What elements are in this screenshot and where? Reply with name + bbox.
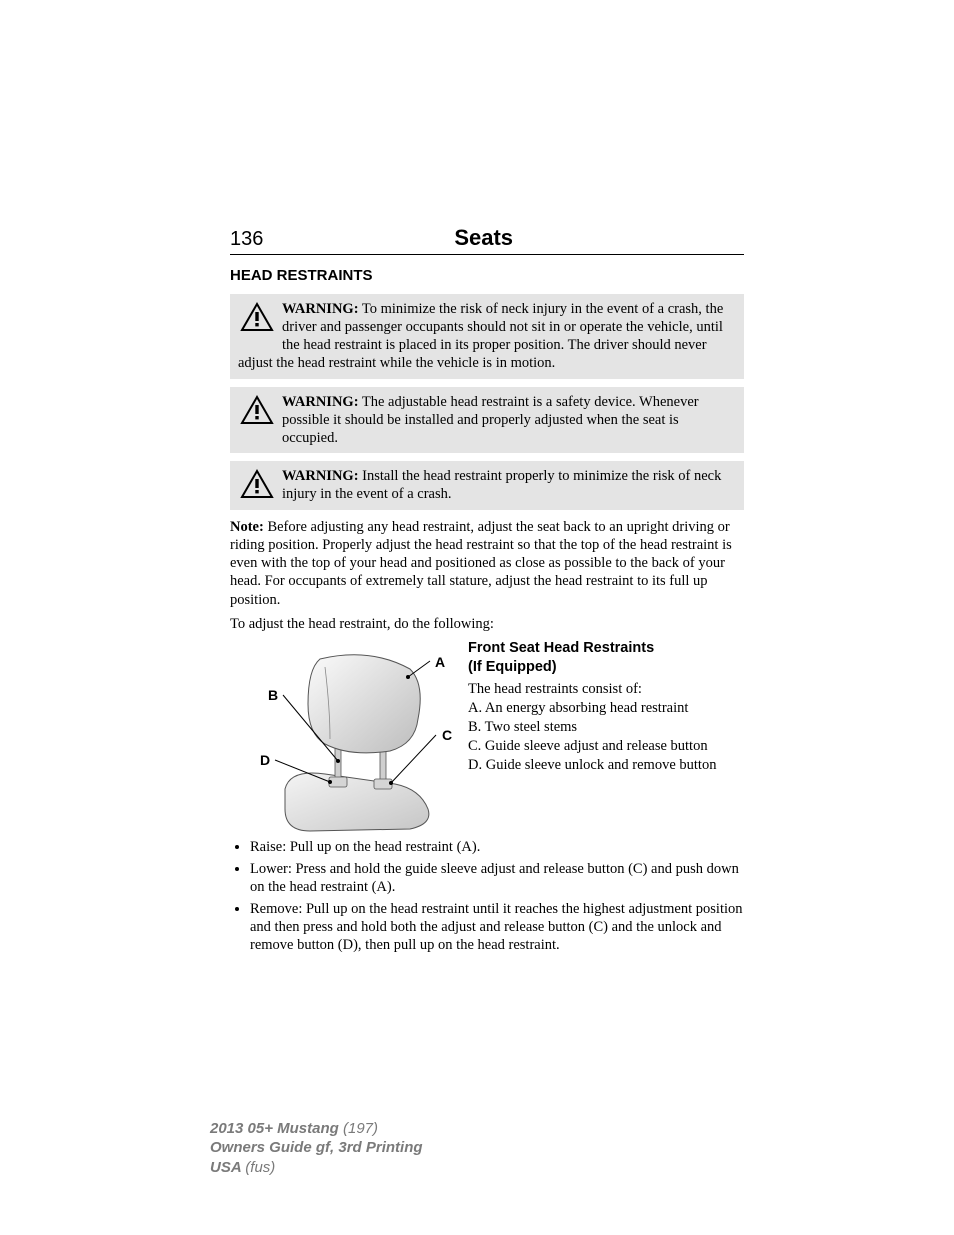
- warning-label: WARNING:: [282, 468, 359, 484]
- warning-box: WARNING: Install the head restraint prop…: [230, 461, 744, 510]
- chapter-title: Seats: [223, 225, 744, 251]
- manual-page: 136 Seats HEAD RESTRAINTS WARNING: To mi…: [0, 0, 954, 1235]
- page-footer: 2013 05+ Mustang (197) Owners Guide gf, …: [210, 1119, 423, 1178]
- note-text: Before adjusting any head restraint, adj…: [230, 519, 732, 608]
- warning-box: WARNING: The adjustable head restraint i…: [230, 387, 744, 453]
- diagram-label-a: A: [435, 654, 445, 670]
- instruction-list: Raise: Pull up on the head restraint (A)…: [230, 838, 744, 955]
- list-item: Raise: Pull up on the head restraint (A)…: [250, 838, 744, 856]
- diagram-label-c: C: [442, 727, 452, 743]
- footer-code: (197): [343, 1120, 378, 1137]
- headrest-svg: [230, 639, 460, 834]
- list-item: Lower: Press and hold the guide sleeve a…: [250, 860, 744, 896]
- warning-box: WARNING: To minimize the risk of neck in…: [230, 294, 744, 379]
- note-label: Note:: [230, 519, 264, 535]
- parts-item: A. An energy absorbing head restraint: [468, 699, 744, 718]
- diagram-description: Front Seat Head Restraints (If Equipped)…: [460, 639, 744, 775]
- sub-heading: Front Seat Head Restraints (If Equipped): [468, 639, 744, 677]
- warning-triangle-icon: [240, 395, 274, 430]
- footer-line: Owners Guide gf, 3rd Printing: [210, 1138, 423, 1158]
- parts-intro: The head restraints consist of:: [468, 680, 744, 699]
- parts-item: C. Guide sleeve adjust and release butto…: [468, 737, 744, 756]
- note-paragraph: Note: Before adjusting any head restrain…: [230, 518, 744, 609]
- warning-triangle-icon: [240, 302, 274, 337]
- parts-item: D. Guide sleeve unlock and remove button: [468, 756, 744, 775]
- warning-label: WARNING:: [282, 301, 359, 317]
- diagram-row: A B C D Front Seat Head Restraints (If E…: [230, 639, 744, 834]
- lead-in-text: To adjust the head restraint, do the fol…: [230, 615, 744, 633]
- warning-triangle-icon: [240, 469, 274, 504]
- parts-item: B. Two steel stems: [468, 718, 744, 737]
- footer-region: USA: [210, 1159, 245, 1176]
- page-header: 136 Seats: [230, 225, 744, 255]
- sub-heading-line: (If Equipped): [468, 659, 557, 675]
- footer-line: USA (fus): [210, 1158, 423, 1178]
- footer-model: 2013 05+ Mustang: [210, 1120, 343, 1137]
- warning-label: WARNING:: [282, 394, 359, 410]
- list-item: Remove: Pull up on the head restraint un…: [250, 900, 744, 954]
- sub-heading-line: Front Seat Head Restraints: [468, 640, 654, 656]
- diagram-label-d: D: [260, 752, 270, 768]
- diagram-label-b: B: [268, 687, 278, 703]
- footer-line: 2013 05+ Mustang (197): [210, 1119, 423, 1139]
- headrest-diagram: A B C D: [230, 639, 460, 834]
- footer-code: (fus): [245, 1159, 275, 1176]
- section-heading: HEAD RESTRAINTS: [230, 267, 744, 284]
